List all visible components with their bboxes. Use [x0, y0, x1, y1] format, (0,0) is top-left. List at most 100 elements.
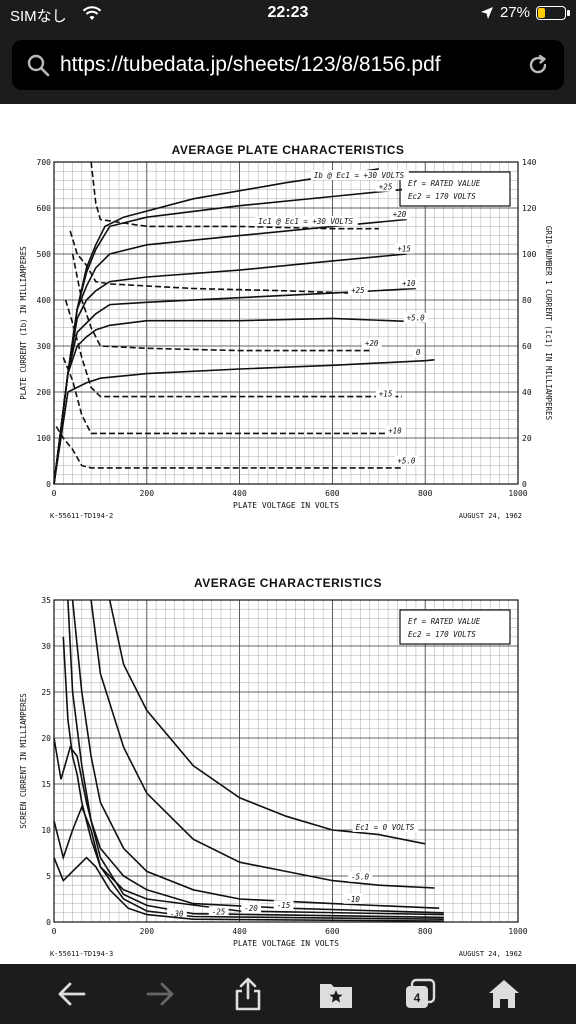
chart-title-plate: AVERAGE PLATE CHARACTERISTICS: [171, 143, 405, 157]
curve-label-bg: [310, 170, 409, 181]
y-tick-label: 20: [41, 734, 51, 743]
curve-label: -30: [170, 909, 184, 918]
x-tick-label: 0: [52, 927, 57, 936]
screen-current-chart: 0 200 400 600 800 1000 0 5 10 15 20 25 30 35 PLATE VOL…: [19, 596, 528, 958]
curve-label: Ec1 = 0 VOLTS: [356, 823, 415, 832]
back-button[interactable]: [50, 974, 94, 1014]
legend: Ef = RATED VALUE Ec2 = 170 VOLTS: [399, 609, 511, 645]
grid-current-curve: [64, 299, 402, 398]
legend-entry: Ef = RATED VALUE: [408, 617, 481, 626]
y-axis-label: PLATE CURRENT (Ib) IN MILLIAMPERES: [19, 246, 28, 400]
curve-label-bg: [167, 908, 187, 919]
bookmark-folder-icon: [320, 984, 352, 1008]
legend-entry: Ef = RATED VALUE: [408, 179, 481, 188]
y2-axis-label: GRID-NUMBER 1 CURRENT (Ic1) IN MILLIAMPE…: [544, 226, 553, 421]
battery-icon: [536, 5, 570, 20]
curve-label: -10: [346, 895, 360, 904]
plot-frame: [53, 599, 519, 923]
x-tick-label: 800: [418, 489, 433, 498]
y-tick-label: 25: [41, 688, 51, 697]
y-axis-label: SCREEN CURRENT IN MILLIAMPERES: [19, 693, 28, 829]
curve-label: 0: [416, 348, 421, 357]
curve-label: +5.0: [397, 456, 416, 465]
x-tick-label: 400: [232, 927, 247, 936]
curve-label: +15: [379, 390, 393, 399]
x-tick-label: 1000: [508, 927, 527, 936]
x-tick-label: 400: [232, 489, 247, 498]
grid-current-curve: [55, 426, 402, 469]
x-tick-label: 0: [52, 489, 57, 498]
y-tick-label: 15: [41, 780, 51, 789]
grid: [53, 161, 519, 485]
current-curve: [108, 599, 426, 845]
curve-label-bg: [412, 347, 424, 358]
curve-label: +15: [397, 245, 411, 254]
tabs-button[interactable]: 4: [398, 974, 442, 1014]
y2-tick-label: 80: [522, 296, 532, 305]
y-tick-label: 5: [46, 872, 51, 881]
y-tick-label: 500: [37, 250, 52, 259]
figure-date: AUGUST 24, 1962: [459, 950, 522, 958]
grid: [53, 599, 519, 923]
grid-current-curve: [90, 161, 379, 230]
curve-label: +10: [402, 279, 416, 288]
current-curve: [53, 317, 426, 485]
forward-arrow-icon: [146, 982, 174, 1006]
url-text[interactable]: https://tubedata.jp/sheets/123/8/8156.pd…: [60, 53, 441, 76]
current-curve: [53, 856, 444, 922]
y-tick-label: 300: [37, 342, 52, 351]
wifi-icon: [82, 6, 102, 20]
bookmarks-button[interactable]: [314, 974, 358, 1014]
y2-tick-label: 100: [522, 250, 537, 259]
legend-entry: Ec2 = 170 VOLTS: [408, 192, 476, 201]
y2-tick-label: 140: [522, 158, 537, 167]
tabs-icon: 4: [406, 978, 436, 1008]
curve-label-bg: [241, 902, 262, 913]
y-tick-label: 200: [37, 388, 52, 397]
address-bar[interactable]: https://tubedata.jp/sheets/123/8/8156.pd…: [12, 40, 564, 90]
curve-label-bg: [399, 278, 419, 289]
curve-label: +25: [351, 286, 365, 295]
legend-box: [399, 609, 511, 645]
curve-label: Ib @ Ec1 = +30 VOLTS: [314, 171, 405, 180]
forward-button[interactable]: [138, 974, 182, 1014]
grid-current-curve: [62, 357, 402, 435]
figure-code: K-55611-TD194-2: [50, 512, 113, 520]
curve-label: +10: [388, 426, 402, 435]
curve-label-bg: [208, 906, 229, 917]
curve-label: +20: [393, 210, 407, 219]
y2-tick-label: 120: [522, 204, 537, 213]
pdf-document[interactable]: AVERAGE PLATE CHARACTERISTICS 0 200 400 600…: [0, 104, 576, 964]
x-tick-label: 1000: [508, 489, 527, 498]
curve-label-bg: [385, 425, 405, 436]
y-tick-label: 100: [37, 434, 52, 443]
curve-label: -15: [277, 901, 291, 910]
x-tick-label: 600: [325, 927, 340, 936]
y-tick-label: 600: [37, 204, 52, 213]
y2-tick-label: 20: [522, 434, 532, 443]
curve-label-bg: [347, 285, 368, 296]
browser-header: https://tubedata.jp/sheets/123/8/8156.pd…: [0, 30, 576, 104]
legend-entry: Ec2 = 170 VOLTS: [408, 630, 476, 639]
curve-label-bg: [394, 455, 419, 466]
plot-frame: [53, 161, 519, 485]
chart-title-screen: AVERAGE CHARACTERISTICS: [194, 576, 382, 590]
tab-count: 4: [414, 991, 421, 1005]
y-tick-label: 35: [41, 596, 51, 605]
curve-label: +5.0: [407, 314, 426, 323]
curve-label: Ic1 @ Ec1 = +30 VOLTS: [258, 217, 353, 226]
y-tick-label: 700: [37, 158, 52, 167]
share-button[interactable]: [226, 974, 270, 1014]
reload-icon[interactable]: [526, 53, 550, 77]
x-tick-label: 800: [418, 927, 433, 936]
curve-label-bg: [273, 900, 294, 911]
home-button[interactable]: [482, 974, 526, 1014]
clock: 22:23: [267, 4, 309, 21]
battery-percentage: 27%: [499, 4, 530, 21]
y2-tick-label: 60: [522, 342, 532, 351]
y-tick-label: 400: [37, 296, 52, 305]
current-curve: [53, 253, 407, 485]
curve-label-bg: [343, 893, 364, 904]
current-curve: [62, 636, 444, 916]
current-curve: [67, 599, 444, 914]
